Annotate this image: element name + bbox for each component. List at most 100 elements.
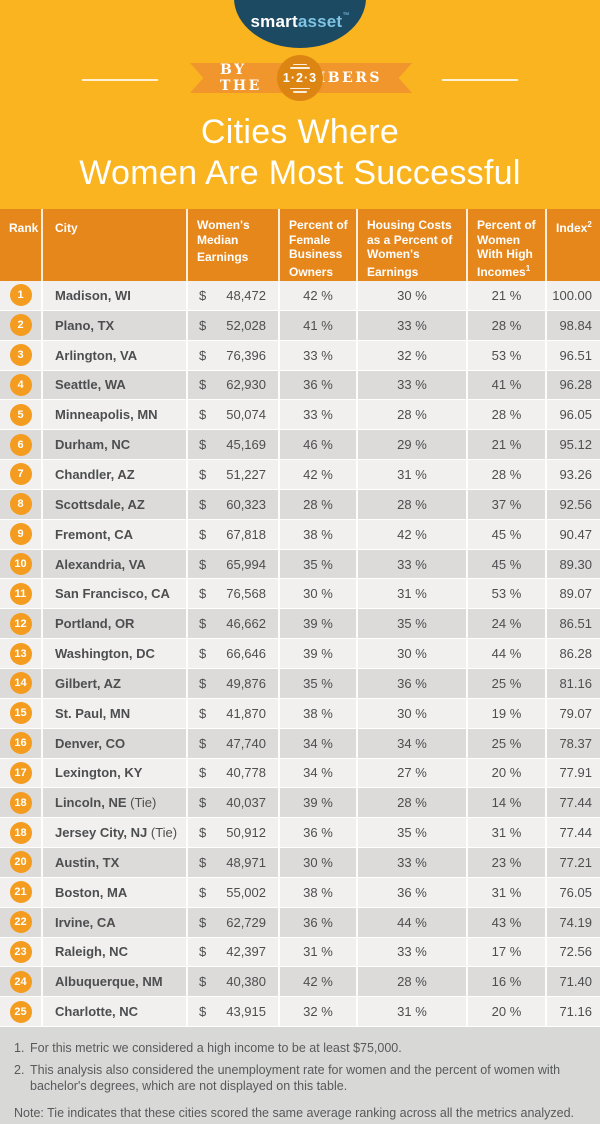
dollar-sign: $ [199, 377, 207, 393]
rank-number: 17 [14, 766, 27, 779]
housing-costs-cell: 32 % [358, 340, 468, 370]
earnings-value: 52,028 [226, 317, 266, 333]
col-header-housing-costs: Housing Costs as a Percent of Women's Ea… [358, 209, 468, 281]
rank-badge: 5 [9, 403, 32, 426]
earnings-value: 47,740 [226, 735, 266, 751]
logo-asset-text: asset [297, 12, 343, 31]
housing-costs-cell: 36 % [358, 668, 468, 698]
housing-costs-cell: 36 % [358, 877, 468, 907]
tie-note: Note: Tie indicates that these cities sc… [14, 1106, 575, 1120]
table-row: 10 Alexandria, VA $65,994 35 % 33 % 45 %… [0, 549, 600, 580]
city-name: Irvine, CA [55, 914, 116, 930]
table-row: 9 Fremont, CA $67,818 38 % 42 % 45 % 90.… [0, 519, 600, 550]
housing-costs-cell: 33 % [358, 549, 468, 579]
city-cell: St. Paul, MN [43, 698, 188, 728]
table-row: 16 Denver, CO $47,740 34 % 34 % 25 % 78.… [0, 728, 600, 759]
city-name: Lincoln, NE [55, 795, 127, 811]
earnings-value: 50,074 [226, 407, 266, 423]
housing-costs-cell: 31 % [358, 997, 468, 1027]
female-business-owners-cell: 36 % [280, 907, 358, 937]
badge-number-text: 1·2·3 [282, 70, 318, 85]
rank-cell: 18 [0, 818, 43, 848]
earnings-value: 62,729 [226, 914, 266, 930]
high-incomes-cell: 21 % [468, 281, 547, 310]
rank-number: 6 [17, 438, 24, 451]
earnings-value: 40,380 [226, 974, 266, 990]
city-cell: Irvine, CA [43, 907, 188, 937]
city-name: Boston, MA [55, 884, 128, 900]
dollar-sign: $ [199, 854, 207, 870]
rank-badge: 12 [9, 612, 32, 635]
city-cell: Jersey City, NJ (Tie) [43, 818, 188, 848]
housing-costs-cell: 31 % [358, 460, 468, 489]
city-name: Alexandria, VA [55, 556, 146, 572]
rank-number: 20 [14, 856, 27, 869]
index-cell: 89.30 [559, 556, 592, 572]
dollar-sign: $ [199, 884, 207, 900]
median-earnings-cell: $62,729 [188, 907, 280, 937]
index-cell: 98.84 [559, 317, 592, 333]
earnings-value: 48,971 [226, 854, 266, 870]
median-earnings-cell: $67,818 [188, 519, 280, 549]
rank-cell: 5 [0, 400, 43, 430]
female-business-owners-cell: 31 % [280, 937, 358, 967]
city-cell: Seattle, WA [43, 370, 188, 400]
city-cell: Albuquerque, NM [43, 967, 188, 997]
rank-badge: 13 [9, 642, 32, 665]
city-name: Scottsdale, AZ [55, 496, 145, 512]
high-incomes-cell: 45 % [468, 519, 547, 549]
city-name: Seattle, WA [55, 377, 126, 393]
median-earnings-cell: $46,662 [188, 609, 280, 639]
rank-number: 5 [17, 408, 24, 421]
index-cell: 77.44 [559, 795, 592, 811]
median-earnings-cell: $66,646 [188, 639, 280, 668]
dollar-sign: $ [199, 646, 207, 662]
earnings-value: 45,169 [226, 437, 266, 453]
dollar-sign: $ [199, 795, 207, 811]
city-cell: Chandler, AZ [43, 460, 188, 489]
table-row: 6 Durham, NC $45,169 46 % 29 % 21 % 95.1… [0, 430, 600, 461]
rank-cell: 25 [0, 997, 43, 1027]
index-cell: 74.19 [559, 914, 592, 930]
housing-costs-cell: 44 % [358, 907, 468, 937]
female-business-owners-cell: 32 % [280, 997, 358, 1027]
median-earnings-cell: $40,037 [188, 788, 280, 818]
rank-badge: 18 [9, 791, 32, 814]
rank-number: 14 [14, 677, 27, 690]
col-header-rank: Rank [0, 209, 43, 281]
dollar-sign: $ [199, 1004, 207, 1020]
table-row: 21 Boston, MA $55,002 38 % 36 % 31 % 76.… [0, 877, 600, 908]
housing-costs-cell: 28 % [358, 788, 468, 818]
earnings-value: 65,994 [226, 556, 266, 572]
city-name: Chandler, AZ [55, 466, 135, 482]
rank-cell: 8 [0, 489, 43, 519]
earnings-value: 43,915 [226, 1004, 266, 1020]
median-earnings-cell: $62,930 [188, 370, 280, 400]
col-header-high-incomes: Percent of Women With High Incomes1 [468, 209, 547, 281]
rank-badge: 18 [9, 821, 32, 844]
index-cell: 76.05 [559, 884, 592, 900]
badge-line-icon [293, 91, 307, 93]
rank-badge: 1 [9, 284, 32, 307]
rank-badge: 9 [9, 523, 32, 546]
median-earnings-cell: $51,227 [188, 460, 280, 489]
city-cell: Scottsdale, AZ [43, 489, 188, 519]
female-business-owners-cell: 33 % [280, 340, 358, 370]
logo-smart-text: smart [250, 12, 298, 31]
rank-number: 25 [14, 1005, 27, 1018]
city-name: Albuquerque, NM [55, 974, 163, 990]
rank-number: 1 [17, 289, 24, 302]
high-incomes-cell: 16 % [468, 967, 547, 997]
rank-number: 18 [14, 826, 27, 839]
tie-label: (Tie) [147, 825, 178, 841]
footnote-1-marker: 1. [14, 1041, 25, 1055]
index-cell: 78.37 [559, 735, 592, 751]
rank-cell: 7 [0, 460, 43, 489]
rank-cell: 10 [0, 549, 43, 579]
city-cell: Gilbert, AZ [43, 668, 188, 698]
title-line-2: Women Are Most Successful [79, 154, 521, 192]
housing-costs-cell: 29 % [358, 430, 468, 460]
table-row: 14 Gilbert, AZ $49,876 35 % 36 % 25 % 81… [0, 668, 600, 699]
female-business-owners-cell: 38 % [280, 877, 358, 907]
